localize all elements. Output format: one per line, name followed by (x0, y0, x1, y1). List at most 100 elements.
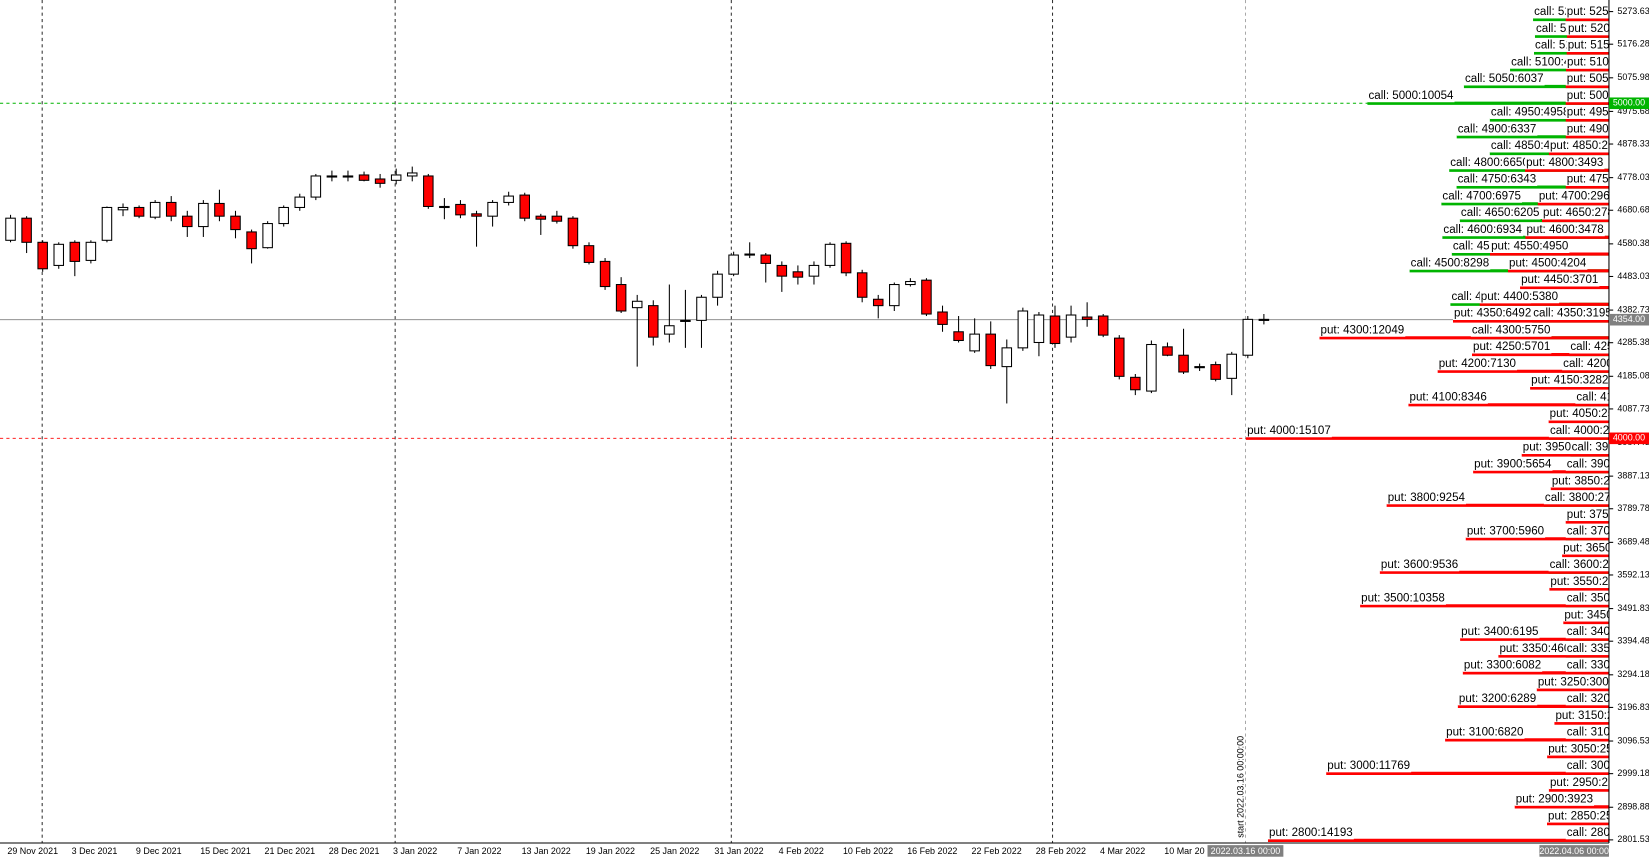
oi-label: put: 5250:1800 (1567, 6, 1644, 18)
candle-body (101, 206, 113, 241)
y-tick-label: 4975.68 (1617, 106, 1649, 116)
oi-label-bg (1449, 156, 1530, 170)
candle-body (824, 243, 836, 266)
oi-label: put: 3900:5654 (1474, 459, 1552, 471)
candle-body (85, 241, 97, 261)
candle-body (503, 195, 514, 203)
oi-label-group: call: 4650:6205 (1459, 206, 1541, 220)
y-tick-label: 2999.18 (1617, 768, 1649, 778)
candle-body (728, 254, 739, 275)
oi-label-group: put: 4250:5701 (1472, 340, 1552, 354)
x-tick-label: 28 Feb 2022 (1036, 846, 1086, 856)
candle-body (69, 241, 81, 262)
x-tick-label: 9 Dec 2021 (136, 846, 182, 856)
y-tick-label: 4285.38 (1617, 337, 1649, 347)
oi-label: call: 4500:8298 (1411, 257, 1490, 269)
candle-body (230, 215, 241, 231)
candle-body (872, 298, 884, 307)
x-tick-label: 7 Jan 2022 (457, 846, 501, 856)
oi-label: call: 5050:6037 (1465, 73, 1544, 85)
oi-label-group: call: 4350:3195 (1532, 307, 1609, 320)
oi-label-bg (1479, 290, 1560, 304)
oi-label-group: put: 5200:1750 (1566, 22, 1609, 36)
plot-area: start 2022.03.16 00:00:00 put: 4000:1510… (0, 0, 1646, 844)
oi-label: call: 4600:6934 (1443, 224, 1522, 236)
oi-label: put: 4100:8346 (1410, 391, 1487, 403)
oi-label-group: put: 2950:2500 (1548, 776, 1609, 790)
candle-body (535, 215, 547, 220)
oi-label: put: 3250:3003 (1538, 676, 1615, 688)
oi-label: put: 4550:4950 (1491, 241, 1568, 253)
oi-label-group: call: 4250:1650 (1569, 340, 1609, 354)
oi-label-bg (1463, 72, 1545, 86)
oi-label-group: put: 3050:2573 (1547, 742, 1609, 756)
candle-body (680, 319, 691, 322)
oi-label: call: 4000:2500 (1550, 425, 1629, 437)
oi-label-group: put: 3500:10358 (1360, 592, 1446, 605)
oi-label: put: 5000:1800 (1567, 90, 1644, 102)
oi-label-bg (1537, 190, 1609, 203)
oi-label-bg (1532, 307, 1609, 320)
candle-body (1194, 366, 1205, 369)
oi-label-group: put: 4800:3493 (1525, 156, 1605, 170)
oi-label-group: call: 3600:2514 (1548, 558, 1609, 572)
oi-label-group: put: 4850:2500 (1548, 139, 1609, 153)
oi-label-group: put: 4000:15107 (1246, 424, 1332, 438)
oi-label-group: call: 4000:2500 (1548, 424, 1629, 438)
candle-body (1081, 316, 1093, 320)
oi-label: put: 4750:1800 (1567, 174, 1644, 186)
oi-label-group: put: 4700:2961 (1537, 190, 1609, 203)
oi-label: put: 4150:3282 (1531, 375, 1608, 387)
candle-body (921, 279, 932, 315)
price-level-box (1608, 313, 1649, 326)
oi-label-group: put: 4200:7130 (1437, 357, 1518, 371)
oi-label-group: call: 3800:2710 (1543, 491, 1609, 505)
oi-label-group: put: 3900:5654 (1473, 458, 1553, 471)
oi-label-group: put: 3650:1950 (1562, 541, 1609, 555)
oi-label: put: 4050:2511 (1550, 408, 1626, 420)
oi-label-group: put: 5250:1800 (1565, 5, 1644, 19)
y-tick-label: 4087.73 (1617, 403, 1649, 413)
oi-label: put: 3000:11769 (1327, 760, 1410, 772)
oi-label-group: put: 3250:3003 (1536, 675, 1615, 689)
oi-label-bg (1550, 474, 1609, 488)
oi-label-group: call: 3400:1800 (1565, 625, 1609, 639)
oi-label-group: call: 4800:6650 (1449, 156, 1530, 170)
oi-label-bg (1360, 592, 1446, 605)
oi-label-group: put: 4150:3282 (1530, 374, 1609, 388)
price-level-label: 4000.00 (1613, 433, 1645, 443)
oi-label-group: put: 3700:5960 (1465, 525, 1546, 538)
oi-label: put: 2900:3923 (1516, 794, 1593, 806)
candle-body (406, 172, 418, 177)
oi-label-group: put: 3350:4602 (1498, 642, 1578, 656)
oi-label: put: 4450:3701 (1521, 274, 1598, 286)
y-tick-label: 4580.38 (1617, 238, 1649, 248)
oi-label-bg (1565, 692, 1609, 706)
oi-label: put: 4800:3493 (1526, 157, 1603, 169)
oi-label: put: 3850:2422 (1552, 475, 1629, 487)
oi-label-bg (1465, 525, 1546, 538)
oi-label: call: 3200:1800 (1567, 693, 1646, 705)
candle-body (246, 231, 257, 250)
candle-body (342, 175, 354, 178)
candle-body (567, 217, 579, 247)
candle-body (374, 178, 386, 184)
oi-label-bg (1470, 324, 1552, 337)
oi-label-bg (1547, 742, 1609, 756)
oi-label-group: call: 3200:1800 (1565, 692, 1646, 706)
oi-label-bg (1565, 508, 1609, 522)
candle-body (1162, 346, 1173, 356)
y-tick-label: 3689.48 (1617, 537, 1649, 547)
oi-label-bg (1547, 809, 1609, 823)
oi-label-bg (1562, 357, 1609, 371)
oi-label: put: 2800:14193 (1269, 827, 1353, 839)
oi-label: call: 4800:6650 (1450, 157, 1529, 169)
oi-label: put: 4250:5701 (1473, 341, 1550, 353)
oi-label: put: 4000:15107 (1247, 425, 1331, 437)
oi-label-bg (1565, 89, 1609, 103)
oi-label-bg (1565, 123, 1609, 136)
oi-label-group: call: 3350:1800 (1565, 642, 1609, 656)
oi-label-group: put: 5100:1790 (1565, 56, 1609, 69)
candle-body (648, 305, 659, 338)
oi-label-bg (1460, 625, 1540, 639)
